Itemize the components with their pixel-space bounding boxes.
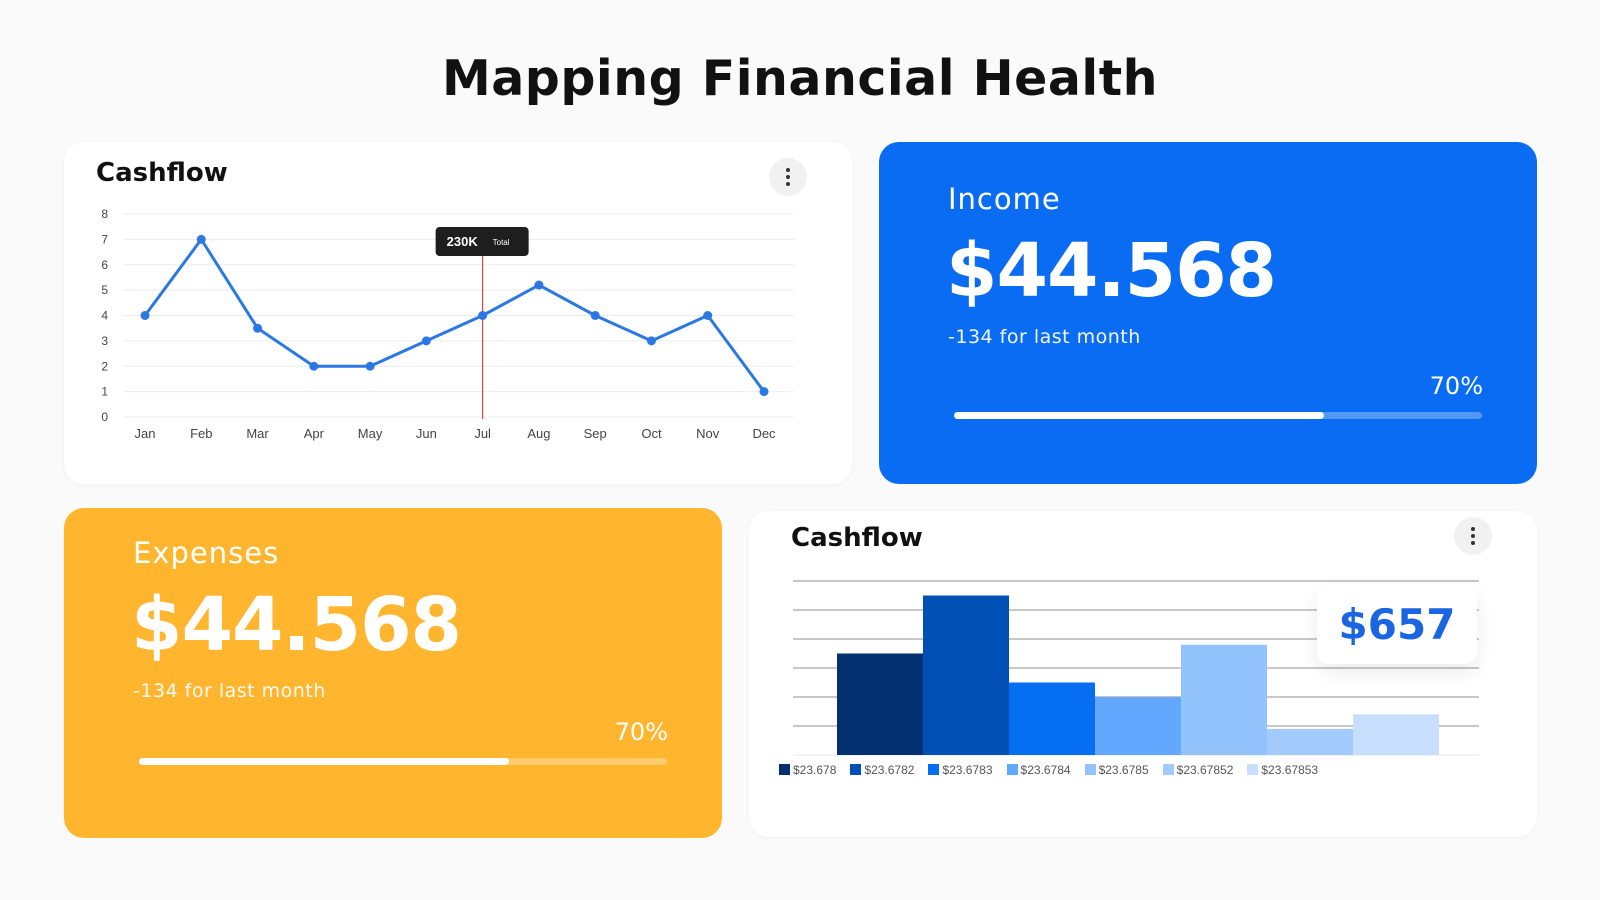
x-tick-label: Dec bbox=[752, 426, 776, 441]
x-tick-label: Feb bbox=[190, 426, 212, 441]
cashflow-bar-card: Cashflow $657 $23.678 $23.6782 $23.6783 $23… bbox=[749, 511, 1537, 837]
x-tick-label: Aug bbox=[527, 426, 550, 441]
data-point bbox=[646, 336, 656, 346]
x-tick-label: Oct bbox=[641, 426, 662, 441]
x-tick-label: Mar bbox=[246, 426, 269, 441]
legend-swatch bbox=[928, 764, 940, 775]
data-point bbox=[365, 361, 375, 371]
bar bbox=[837, 653, 923, 755]
data-point bbox=[703, 311, 713, 320]
legend-item: $23.6784 bbox=[1006, 763, 1071, 778]
legend-item: $23.6783 bbox=[928, 763, 993, 778]
bar bbox=[1353, 714, 1439, 755]
expenses-card: Expenses $44.568 -134 for last month 70% bbox=[64, 508, 722, 838]
x-tick-label: Jul bbox=[474, 426, 491, 441]
data-point bbox=[309, 361, 319, 371]
data-point bbox=[421, 336, 431, 346]
cashflow-bar-title: Cashflow bbox=[791, 523, 923, 553]
y-tick-label: 6 bbox=[101, 258, 108, 272]
x-tick-label: Jun bbox=[416, 426, 437, 441]
chart-tooltip: 230K Total bbox=[435, 227, 529, 256]
income-card: Income $44.568 -134 for last month 70% bbox=[879, 142, 1537, 484]
callout-value: $657 bbox=[1317, 584, 1477, 664]
data-point bbox=[478, 311, 488, 320]
legend-swatch bbox=[1084, 764, 1096, 775]
income-value: $44.568 bbox=[946, 228, 1277, 314]
cashflow-line-title: Cashflow bbox=[96, 158, 228, 188]
y-tick-label: 0 bbox=[101, 410, 108, 424]
income-percent: 70% bbox=[1429, 372, 1483, 400]
x-tick-label: Jan bbox=[135, 426, 156, 441]
income-progress-fill bbox=[954, 412, 1324, 419]
x-tick-label: May bbox=[358, 426, 383, 441]
bar bbox=[1267, 728, 1353, 755]
expenses-label: Expenses bbox=[133, 536, 280, 570]
legend-item: $23.6782 bbox=[850, 763, 914, 778]
tooltip-box bbox=[435, 227, 529, 256]
data-point bbox=[253, 323, 263, 333]
data-point bbox=[759, 387, 769, 397]
y-tick-label: 1 bbox=[101, 385, 108, 399]
expenses-progress-bar bbox=[139, 758, 667, 765]
legend-swatch bbox=[779, 764, 790, 775]
legend-swatch bbox=[1006, 764, 1018, 775]
legend-swatch bbox=[1247, 764, 1259, 775]
legend-swatch bbox=[1162, 764, 1174, 775]
expenses-delta: -134 for last month bbox=[133, 680, 326, 702]
tooltip-value: 230K bbox=[447, 234, 479, 249]
data-point bbox=[590, 311, 600, 320]
tooltip-label: Total bbox=[493, 238, 510, 247]
income-delta: -134 for last month bbox=[948, 326, 1141, 348]
y-tick-label: 2 bbox=[101, 359, 108, 373]
legend-label: $23.678 bbox=[793, 763, 837, 777]
y-tick-label: 8 bbox=[101, 207, 108, 221]
cashflow-line-card: Cashflow 0 1 2 3 4 5 6 7 8 Jan Feb Mar Apr May Jun Jul A… bbox=[64, 142, 852, 484]
legend-item: $23.6785 bbox=[1084, 763, 1149, 778]
data-point bbox=[196, 234, 206, 244]
legend-label: $23.67852 bbox=[1176, 763, 1234, 777]
legend-label: $23.6785 bbox=[1098, 763, 1149, 777]
data-point bbox=[534, 280, 544, 290]
income-progress-bar bbox=[954, 412, 1482, 419]
cashflow-line-chart: 0 1 2 3 4 5 6 7 8 Jan Feb Mar Apr May Jun Jul Aug Sep Oct N… bbox=[101, 207, 794, 441]
legend-label: $23.6782 bbox=[864, 763, 915, 777]
cashflow-bar-chart bbox=[793, 580, 1479, 756]
data-point bbox=[140, 311, 150, 320]
legend-label: $23.6784 bbox=[1020, 763, 1071, 777]
expenses-value: $44.568 bbox=[131, 582, 462, 668]
y-tick-label: 7 bbox=[101, 232, 108, 246]
bar bbox=[1181, 644, 1267, 755]
y-tick-label: 3 bbox=[101, 334, 108, 348]
y-tick-label: 4 bbox=[101, 309, 108, 323]
more-vertical-icon[interactable] bbox=[1454, 517, 1492, 555]
x-tick-label: Apr bbox=[304, 426, 325, 441]
more-vertical-icon[interactable] bbox=[769, 158, 807, 196]
income-label: Income bbox=[948, 182, 1061, 216]
bar bbox=[923, 595, 1009, 755]
y-tick-label: 5 bbox=[101, 283, 108, 297]
legend-item: $23.67853 bbox=[1247, 763, 1318, 778]
legend-label: $23.67853 bbox=[1261, 763, 1319, 777]
legend-swatch bbox=[850, 764, 862, 775]
bar-legend: $23.678 $23.6782 $23.6783 $23.6784 $23.6785 $… bbox=[779, 763, 1389, 778]
x-tick-label: Sep bbox=[584, 426, 607, 441]
legend-label: $23.6783 bbox=[942, 763, 993, 777]
legend-item: $23.67852 bbox=[1162, 763, 1234, 778]
bar bbox=[1009, 682, 1095, 755]
legend-item: $23.678 bbox=[779, 763, 836, 778]
expenses-progress-fill bbox=[139, 758, 509, 765]
page-title: Mapping Financial Health bbox=[441, 50, 1159, 107]
series-line bbox=[143, 237, 766, 393]
x-tick-label: Nov bbox=[696, 426, 720, 441]
expenses-percent: 70% bbox=[614, 718, 668, 746]
bar bbox=[1095, 697, 1181, 755]
